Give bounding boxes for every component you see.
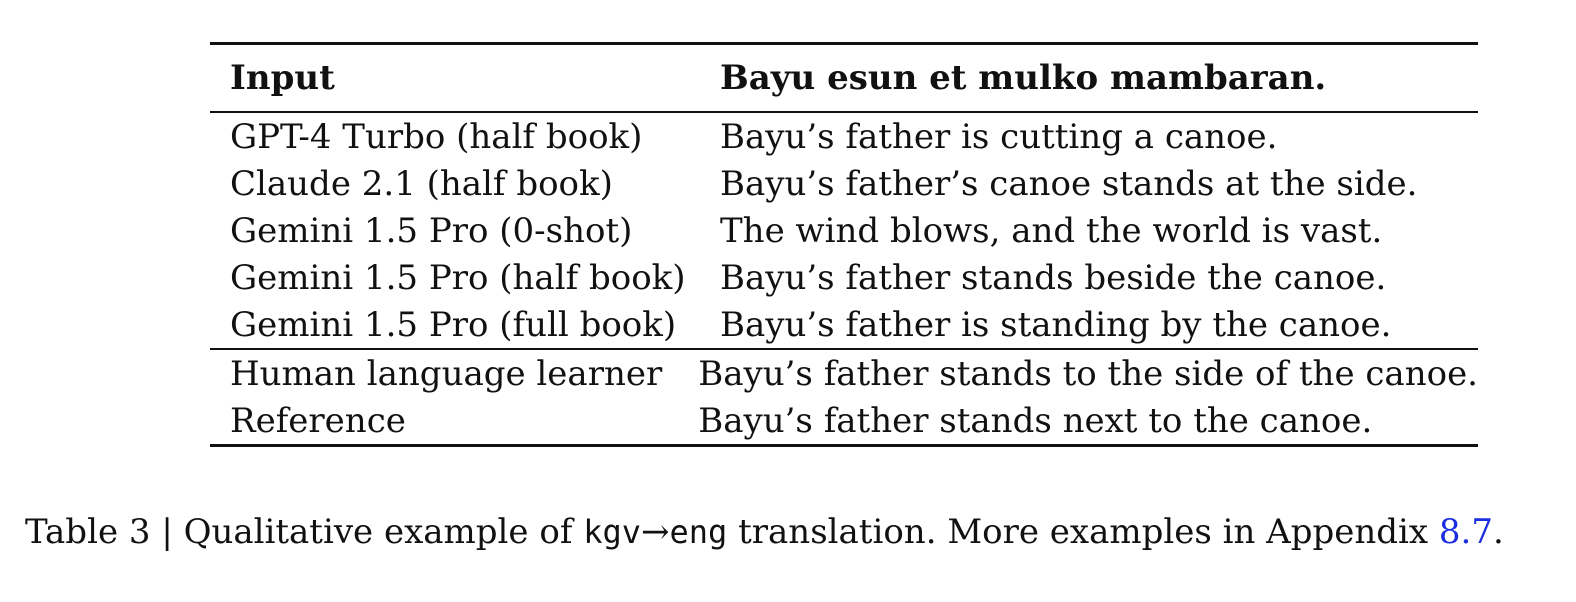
table-row: Gemini 1.5 Pro (0-shot) The wind blows, … xyxy=(210,207,1478,254)
table-header-row: Input Bayu esun et mulko mambaran. xyxy=(210,45,1478,111)
table-row: Human language learner Bayu’s father sta… xyxy=(210,350,1478,397)
table-row: Reference Bayu’s father stands next to t… xyxy=(210,397,1478,444)
system-cell: Gemini 1.5 Pro (full book) xyxy=(230,304,677,345)
table-caption: Table 3 | Qualitative example of kgv→eng… xyxy=(25,512,1504,552)
output-cell: Bayu’s father stands to the side of the … xyxy=(698,353,1478,394)
system-cell: Gemini 1.5 Pro (half book) xyxy=(230,257,686,298)
caption-source-code: kgv xyxy=(583,513,642,551)
table-row: Claude 2.1 (half book) Bayu’s father’s c… xyxy=(210,160,1478,207)
system-cell: Reference xyxy=(230,400,406,441)
table-header-rule xyxy=(210,111,1478,113)
output-cell: Bayu’s father stands next to the canoe. xyxy=(698,400,1373,441)
caption-prefix: Table 3 | Qualitative example of xyxy=(25,512,584,552)
caption-target-code: eng xyxy=(669,513,728,551)
header-source-sentence: Bayu esun et mulko mambaran. xyxy=(720,58,1327,98)
caption-arrow: → xyxy=(641,512,670,552)
system-cell: Gemini 1.5 Pro (0-shot) xyxy=(230,210,633,251)
table-row: GPT-4 Turbo (half book) Bayu’s father is… xyxy=(210,113,1478,160)
table-top-rule xyxy=(210,42,1478,45)
output-cell: Bayu’s father is cutting a canoe. xyxy=(720,116,1278,157)
table-row: Gemini 1.5 Pro (full book) Bayu’s father… xyxy=(210,301,1478,348)
results-table: Input Bayu esun et mulko mambaran. xyxy=(210,45,1478,111)
header-input: Input xyxy=(230,58,335,98)
caption-suffix: . xyxy=(1492,512,1504,552)
output-cell: Bayu’s father is standing by the canoe. xyxy=(720,304,1392,345)
system-cell: Human language learner xyxy=(230,353,663,394)
caption-middle: translation. More examples in Appendix xyxy=(727,512,1439,552)
model-outputs-group: GPT-4 Turbo (half book) Bayu’s father is… xyxy=(210,113,1478,348)
reference-group: Human language learner Bayu’s father sta… xyxy=(210,350,1478,444)
output-cell: Bayu’s father stands beside the canoe. xyxy=(720,257,1387,298)
output-cell: The wind blows, and the world is vast. xyxy=(720,210,1383,251)
output-cell: Bayu’s father’s canoe stands at the side… xyxy=(720,163,1418,204)
table-row: Gemini 1.5 Pro (half book) Bayu’s father… xyxy=(210,254,1478,301)
translation-table: Input Bayu esun et mulko mambaran. GPT-4… xyxy=(210,42,1478,447)
table-bottom-rule xyxy=(210,444,1478,447)
system-cell: GPT-4 Turbo (half book) xyxy=(230,116,643,157)
appendix-link[interactable]: 8.7 xyxy=(1438,512,1493,552)
system-cell: Claude 2.1 (half book) xyxy=(230,163,613,204)
table-group-rule xyxy=(210,348,1478,350)
